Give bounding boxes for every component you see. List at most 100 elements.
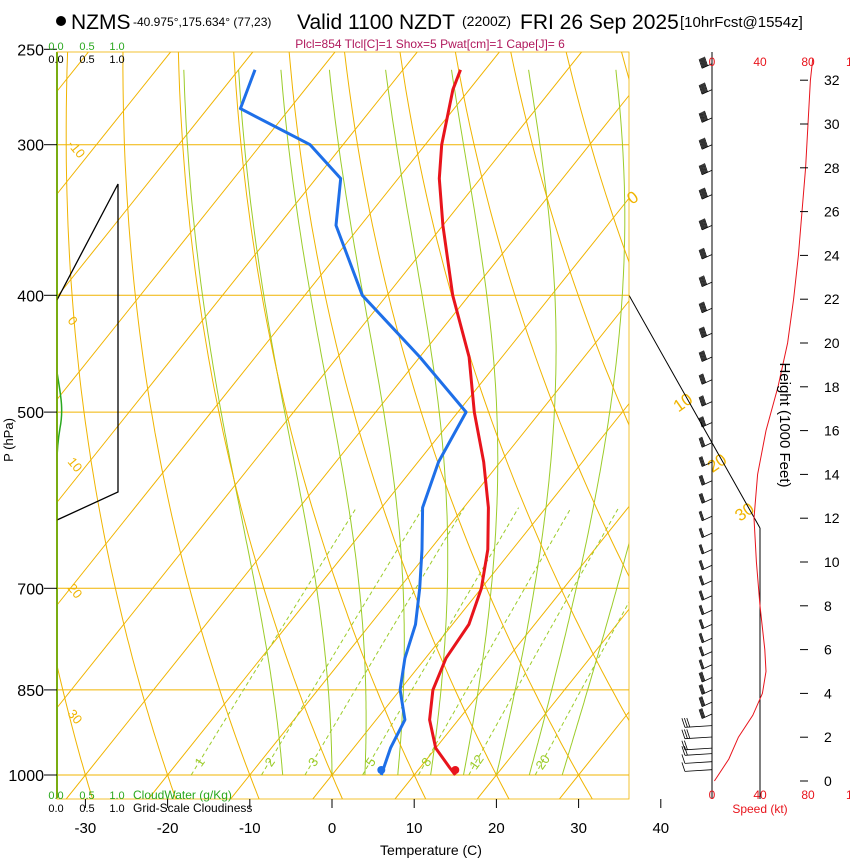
wind-barb-feather — [701, 696, 706, 706]
wind-barb-feather — [700, 684, 705, 694]
cloud-top-green-label: 0.0 — [48, 41, 63, 53]
wind-barb-feather — [684, 740, 688, 750]
mixing-ratio-line — [261, 507, 424, 776]
height-tick-label: 14 — [824, 466, 840, 482]
isotherm-line — [476, 608, 629, 799]
wind-barb-feather — [698, 591, 703, 601]
speed-tick-label-top: 0 — [709, 55, 716, 69]
mixing-ratio-line — [417, 507, 572, 776]
wind-barb-feather — [698, 165, 703, 175]
pressure-ticks: 250 300 400 500 700 850 1000 — [8, 42, 57, 785]
wind-barb-feather — [698, 303, 703, 313]
wind-barb-feather — [701, 351, 706, 361]
height-tick-label: 16 — [824, 423, 840, 439]
wind-barb-feather — [701, 302, 706, 312]
wind-barb-feather — [701, 57, 706, 68]
wind-barb-feather — [699, 697, 704, 707]
wind-barb-feather — [699, 139, 704, 149]
wind-barb-feather — [699, 277, 704, 287]
wind-barb-feather — [701, 219, 706, 229]
wind-barb-feather — [704, 56, 708, 66]
wind-barb-feather — [698, 544, 703, 555]
wind-barb-feather — [703, 187, 707, 198]
wind-barb-feather — [700, 604, 705, 615]
y-axis-title: P (hPa) — [1, 418, 16, 462]
wind-barb-feather — [702, 395, 707, 405]
wind-barb-feather — [704, 218, 708, 228]
wind-barb-feather — [700, 618, 705, 629]
speed-tick-label-bottom: 40 — [753, 788, 767, 802]
height-tick-label: 28 — [824, 160, 840, 176]
wind-barb-feather — [702, 219, 707, 229]
wind-barb-feather — [699, 417, 704, 427]
height-tick-label: 30 — [824, 116, 840, 132]
x-tick-label: 40 — [652, 820, 669, 837]
wind-barb-feather — [700, 112, 705, 122]
wind-barb-feather — [699, 396, 704, 406]
wind-barb-feather — [700, 590, 705, 600]
wind-barb-staff — [684, 747, 713, 751]
wind-barb-feather — [699, 84, 704, 94]
isotherm-line — [57, 52, 254, 298]
moist-adiabat-line — [183, 69, 284, 776]
wind-barb-feather — [698, 476, 703, 486]
wind-barb-feather — [699, 659, 704, 669]
height-tick-label: 26 — [824, 204, 840, 220]
cloudiness-profile-line — [56, 183, 119, 521]
wind-barb-feather — [699, 437, 704, 447]
wind-barb-feather — [702, 188, 707, 198]
wind-barb-feather — [699, 528, 704, 538]
wind-barb-feather — [698, 328, 703, 338]
pressure-tick-label: 850 — [17, 683, 44, 700]
wind-barb-feather — [701, 164, 706, 174]
pressure-tick-label: 500 — [17, 405, 44, 422]
wind-barb-feather — [700, 696, 705, 706]
height-tick-label: 22 — [824, 291, 840, 307]
surface-dewpoint-dot — [377, 766, 386, 774]
wind-barb-feather — [701, 684, 706, 694]
isotherm-line — [57, 52, 583, 709]
x-tick-label: -10 — [239, 820, 261, 837]
wind-barb-feather — [703, 350, 707, 360]
x-axis-title: Temperature (C) — [380, 842, 482, 858]
wind-barb-feather — [701, 474, 706, 485]
wind-barb-feather — [699, 560, 704, 570]
wind-barb-feather — [701, 492, 706, 503]
cloudiness-label: Grid-Scale Cloudiness — [133, 801, 252, 815]
wind-barb-feather — [700, 510, 705, 521]
x-tick-label: -30 — [75, 820, 97, 837]
valid-time: Valid 1100 NZDT — [297, 11, 455, 34]
wind-barb-staff — [701, 480, 713, 486]
wind-barb-feather — [698, 84, 703, 95]
wind-barb-feather — [699, 475, 704, 485]
wind-barb-feather — [703, 138, 707, 148]
wind-barb-feather — [681, 718, 686, 728]
wind-barb-feather — [700, 351, 705, 361]
speed-tick-label-bottom: 80 — [801, 788, 815, 802]
height-tick-label: 0 — [824, 773, 832, 789]
wind-barb-feather — [699, 646, 704, 656]
wind-barb-feather — [700, 58, 705, 68]
wind-barb-feather — [700, 632, 705, 643]
wind-barb-feather — [698, 140, 703, 150]
height-axis-title: Height (1000 Feet) — [776, 362, 793, 487]
wind-barb-feather — [699, 189, 704, 199]
dewpoint-line — [238, 69, 468, 776]
cloud-top-black-label: 0.0 — [48, 54, 63, 66]
wind-barb-feather — [700, 708, 705, 718]
mixing-ratio-line — [304, 507, 465, 776]
moist-adiabat-line — [280, 69, 367, 776]
wind-barb-feather — [698, 672, 703, 683]
cloud-bottom-black-label: 1.0 — [109, 803, 124, 815]
wind-barb-feather — [700, 139, 705, 149]
wind-barb-feather — [698, 277, 703, 287]
wind-barb-staff — [701, 580, 713, 586]
dry-adiabat-line — [344, 52, 593, 799]
wind-barb-feather — [698, 560, 703, 571]
wind-barb-feather — [700, 544, 705, 554]
wind-barb-feather — [702, 111, 707, 121]
mixing-ratio-line — [190, 507, 357, 776]
wind-barb-feather — [702, 326, 707, 337]
wind-barb-feather — [701, 248, 706, 258]
